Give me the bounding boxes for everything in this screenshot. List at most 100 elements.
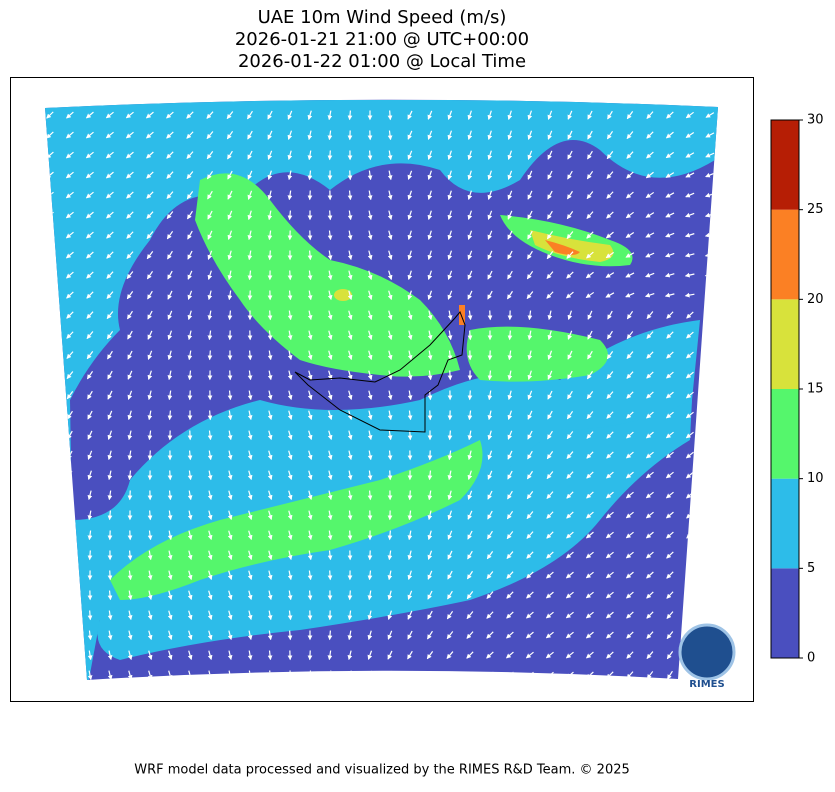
wind-arrow — [46, 232, 53, 238]
wind-arrow — [250, 351, 251, 360]
wind-arrow — [706, 352, 713, 358]
wind-arrow — [707, 332, 714, 338]
wind-arrow — [707, 492, 714, 498]
wind-arrow — [48, 491, 52, 499]
wind-arrow — [470, 331, 471, 340]
wind-arrow — [330, 211, 331, 220]
wind-arrow — [707, 571, 712, 578]
wind-arrow — [47, 352, 53, 358]
wind-arrow — [707, 532, 713, 539]
wind-arrow — [46, 212, 53, 218]
wind-arrow — [450, 371, 451, 380]
colorbar-tick-label: 25 — [807, 202, 824, 217]
wind-arrow — [427, 671, 433, 678]
wind-arrow — [190, 391, 191, 400]
wind-arrow — [706, 392, 713, 398]
title-line: UAE 10m Wind Speed (m/s) — [258, 7, 507, 28]
wind-arrow — [48, 511, 51, 519]
wind-arrow — [50, 671, 51, 680]
logo-text: RIMES — [689, 679, 724, 690]
wind-arrow — [49, 531, 52, 540]
wind-arrow — [250, 291, 251, 300]
wind-arrow — [170, 471, 171, 480]
wind-arrow — [687, 611, 692, 618]
wind-arrow — [47, 372, 53, 379]
wind-arrow — [69, 671, 70, 680]
wind-arrow — [170, 411, 171, 420]
wind-arrow — [130, 491, 131, 500]
wind-arrow — [70, 651, 71, 660]
wind-arrow — [210, 351, 211, 360]
wind-arrow — [310, 671, 311, 680]
wind-arrow — [450, 431, 451, 440]
wind-arrow — [707, 591, 712, 598]
colorbar-segment — [771, 389, 799, 479]
wind-arrow — [150, 511, 151, 520]
wind-arrow — [407, 671, 412, 678]
wind-arrow — [707, 552, 713, 559]
wind-arrow — [706, 372, 713, 378]
colorbar-tick-label: 5 — [807, 561, 815, 576]
wind-arrow — [330, 571, 331, 580]
wind-arrow — [47, 332, 54, 338]
wind-arrow — [210, 411, 211, 420]
colorbar-segment — [771, 299, 799, 389]
wind-arrow — [370, 151, 371, 160]
wind-arrow — [49, 551, 51, 560]
wind-arrow — [110, 571, 111, 580]
wind-arrow — [410, 431, 411, 440]
wind-arrow — [270, 671, 271, 680]
wind-arrow — [390, 471, 391, 480]
wind-arrow — [310, 191, 311, 200]
wind-arrow — [47, 431, 52, 438]
wind-arrow — [350, 531, 351, 540]
wind-arrow — [708, 611, 713, 619]
colorbar-tick-label: 20 — [807, 292, 824, 307]
colorbar-tick-label: 30 — [807, 113, 824, 128]
wind-arrow — [48, 451, 53, 459]
wind-arrow — [707, 432, 714, 438]
logo-emblem — [680, 625, 734, 679]
wind-arrow — [150, 451, 151, 460]
wind-arrow — [69, 511, 72, 520]
wind-arrow — [49, 571, 51, 580]
wind-arrow — [69, 531, 71, 540]
wind-arrow — [69, 551, 71, 560]
wind-arrow — [350, 591, 351, 600]
wind-arrow — [707, 512, 713, 518]
colorbar-segment — [771, 479, 799, 569]
colorbar-tick-label: 0 — [807, 651, 815, 666]
wind-arrow — [687, 572, 693, 579]
wind-arrow — [390, 531, 391, 540]
wind-arrow — [49, 591, 50, 600]
wind-arrow — [48, 471, 52, 479]
wind-arrow — [410, 491, 411, 500]
wind-arrow — [270, 311, 271, 320]
colorbar-tick-label: 15 — [807, 382, 824, 397]
wind-arrow — [190, 451, 191, 460]
wind-arrow — [46, 252, 53, 258]
wind-arrow — [47, 411, 53, 418]
wind-arrow — [526, 672, 533, 678]
wind-arrow — [706, 294, 715, 295]
wind-arrow — [350, 111, 351, 120]
wind-arrow — [90, 611, 91, 620]
colorbar-segment — [771, 120, 799, 210]
wind-arrow — [90, 551, 91, 560]
wind-arrow — [290, 271, 291, 280]
colorbar-segment — [771, 568, 799, 658]
wind-arrow — [707, 452, 714, 458]
wind-arrow — [707, 312, 714, 318]
wind-arrow — [707, 472, 714, 478]
wind-arrow — [510, 331, 511, 340]
wind-arrow — [330, 631, 331, 640]
wind-arrow — [687, 552, 693, 558]
wind-arrow — [388, 671, 392, 679]
wind-arrow — [349, 671, 352, 680]
title-line: 2026-01-22 01:00 @ Local Time — [238, 51, 526, 72]
wind-arrow — [47, 272, 54, 278]
wind-arrow — [290, 211, 291, 220]
wind-arrow — [706, 412, 713, 418]
